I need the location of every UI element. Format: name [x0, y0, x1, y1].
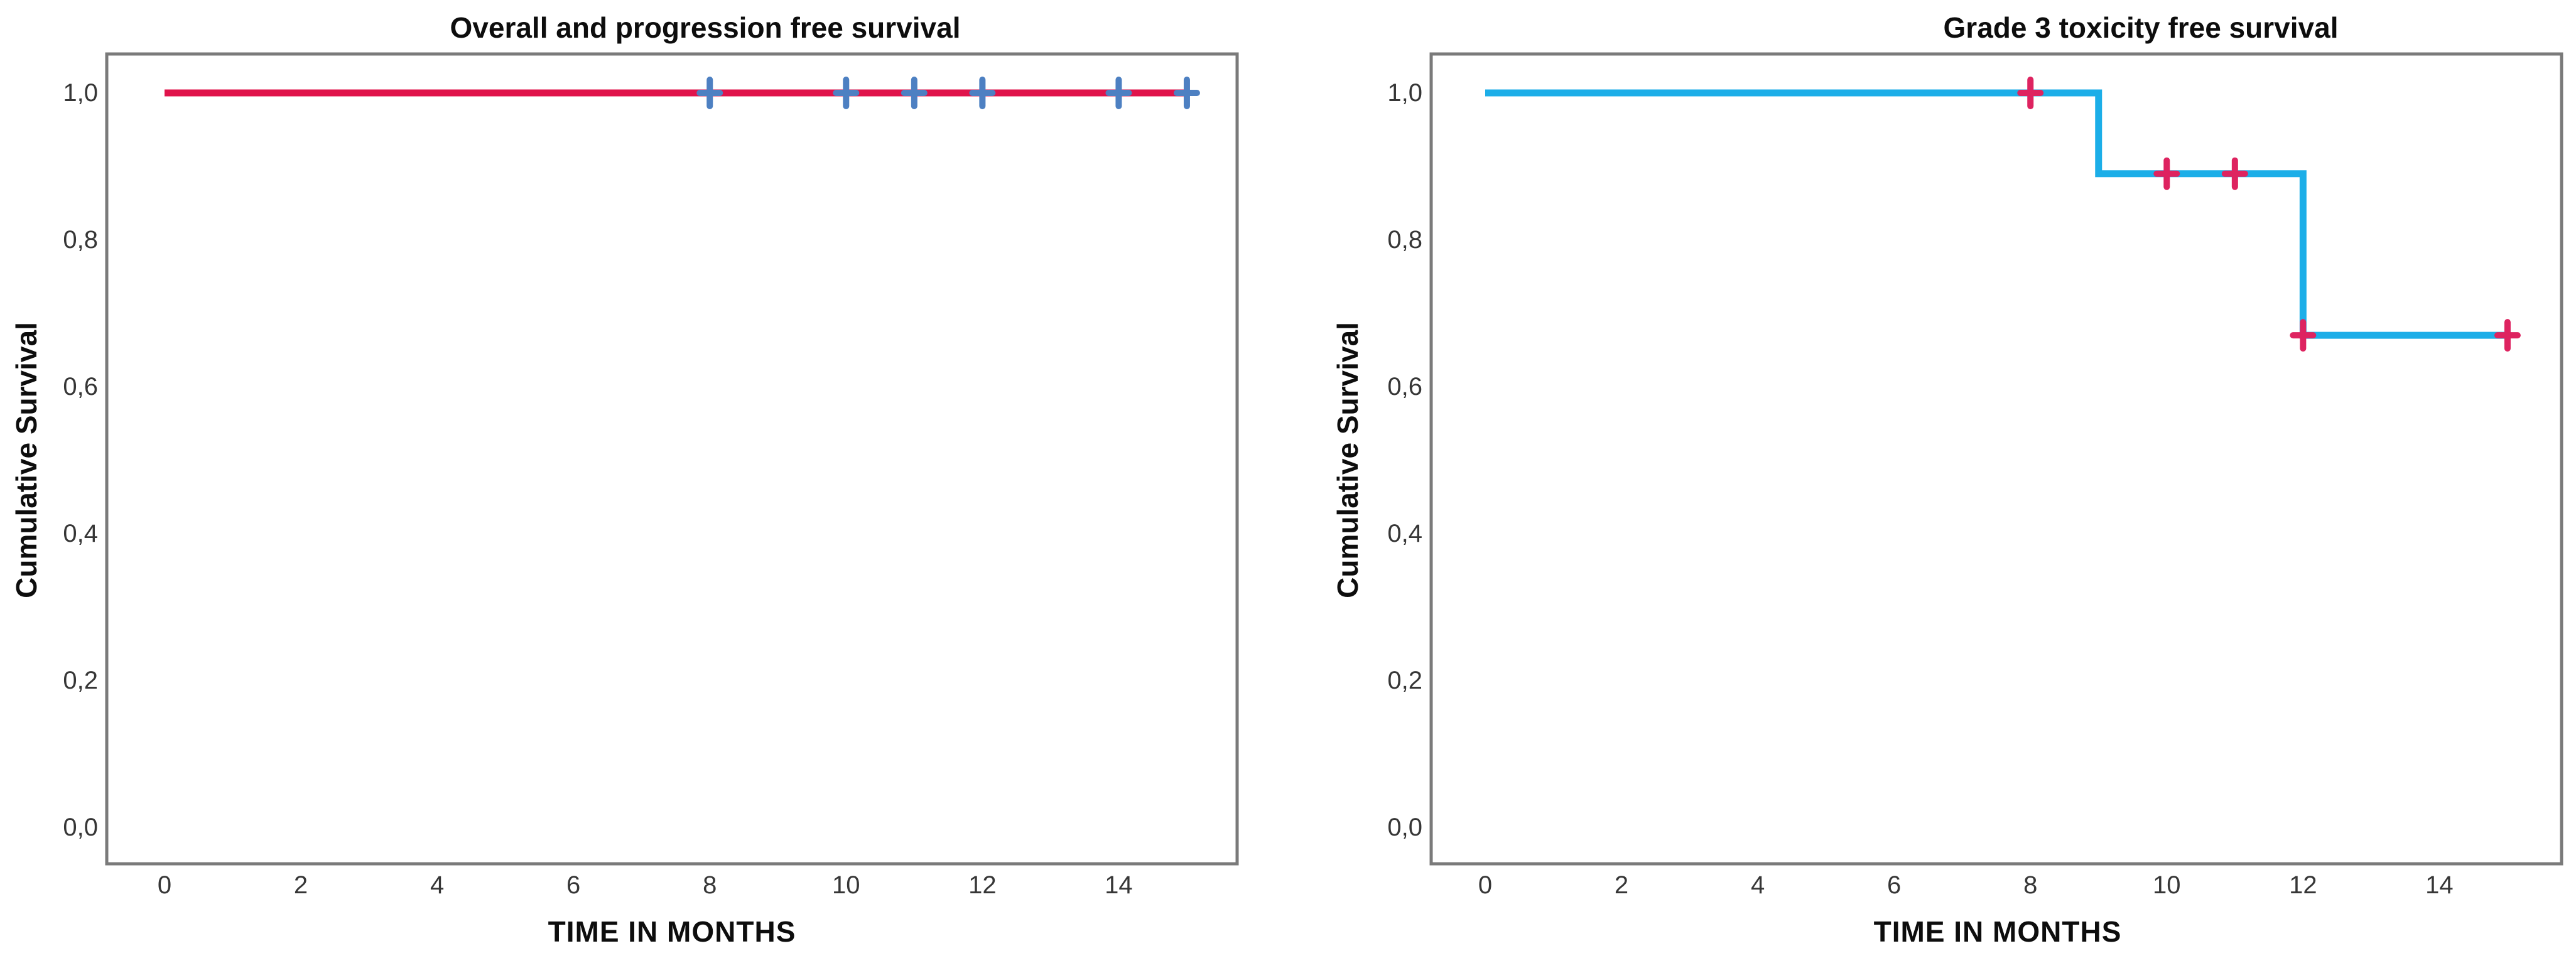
censor-mark-left [969, 77, 996, 109]
x-tick-label-left: 10 [832, 871, 860, 899]
y-tick-label-left: 1,0 [63, 79, 98, 107]
y-tick-label-left: 0,8 [63, 226, 98, 254]
y-tick-label-right: 0,8 [1387, 226, 1422, 254]
x-tick-label-left: 4 [430, 871, 444, 899]
x-tick-label-left: 12 [968, 871, 997, 899]
x-tick-label-left: 0 [158, 871, 171, 899]
censor-mark-left [901, 77, 928, 109]
censor-mark-right [2017, 77, 2044, 109]
km-chart-right: 0 2 4 6 8 10 12 14 1,0 0,8 0,6 0,4 0,2 0,0 [1387, 52, 2563, 899]
x-tick-label-right: 8 [2023, 871, 2037, 899]
y-tick-label-right: 0,6 [1387, 373, 1422, 401]
censor-mark-right [2221, 157, 2248, 190]
x-tick-label-right: 2 [1615, 871, 1628, 899]
censor-mark-left [1173, 77, 1200, 109]
chart-title-left: Overall and progression free survival [450, 11, 961, 44]
x-tick-label-right: 4 [1751, 871, 1765, 899]
chart-title-right: Grade 3 toxicity free survival [1943, 11, 2339, 44]
x-tick-label-right: 10 [2153, 871, 2181, 899]
km-chart-left: 0 2 4 6 8 10 12 14 1,0 0,8 0,6 0,4 0,2 0,0 [63, 52, 1239, 899]
x-tick-label-left: 2 [294, 871, 308, 899]
x-axis-label-right: TIME IN MONTHS [1873, 915, 2122, 948]
censor-mark-right [2290, 319, 2317, 352]
censor-mark-left [833, 77, 860, 109]
plot-frame-left [105, 52, 1239, 866]
x-tick-label-right: 12 [2289, 871, 2317, 899]
y-tick-label-left: 0,6 [63, 373, 98, 401]
x-axis-label-left: TIME IN MONTHS [548, 915, 796, 948]
x-tick-label-left: 14 [1105, 871, 1133, 899]
x-tick-label-right: 6 [1887, 871, 1901, 899]
censor-mark-left [1105, 77, 1132, 109]
y-tick-label-right: 0,2 [1387, 667, 1422, 694]
y-axis-label-right: Cumulative Survival [1331, 322, 1364, 598]
x-tick-label-right: 0 [1478, 871, 1492, 899]
censor-mark-right [2494, 319, 2521, 352]
y-tick-label-left: 0,2 [63, 667, 98, 694]
survival-curve-right [1485, 89, 2508, 339]
censor-mark-right [2153, 157, 2180, 190]
plot-frame-right [1429, 52, 2563, 866]
x-tick-label-left: 6 [566, 871, 580, 899]
y-tick-label-right: 0,0 [1387, 814, 1422, 841]
y-tick-label-right: 0,4 [1387, 520, 1422, 547]
x-tick-label-right: 14 [2425, 871, 2454, 899]
y-tick-label-right: 1,0 [1387, 79, 1422, 107]
y-tick-label-left: 0,4 [63, 520, 98, 547]
censor-mark-left [696, 77, 723, 109]
y-tick-label-left: 0,0 [63, 814, 98, 841]
y-axis-label-left: Cumulative Survival [10, 322, 43, 598]
x-tick-label-left: 8 [703, 871, 717, 899]
